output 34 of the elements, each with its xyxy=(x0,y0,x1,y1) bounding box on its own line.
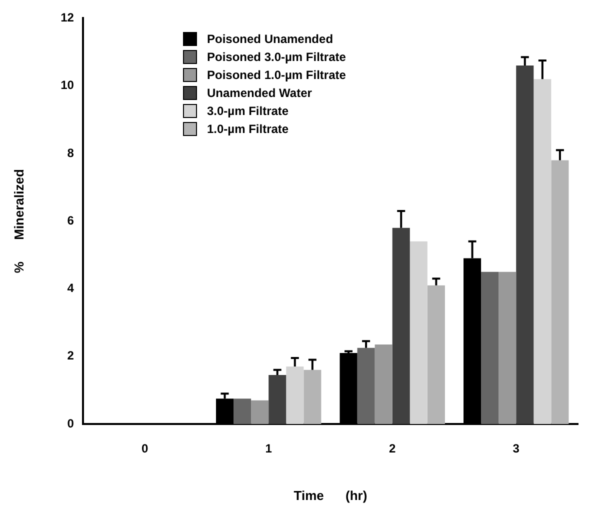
legend-label: Poisoned 3.0-µm Filtrate xyxy=(207,50,346,64)
bar xyxy=(498,272,516,424)
y-axis-title: % Mineralized xyxy=(11,169,26,274)
legend-label: Poisoned 1.0-µm Filtrate xyxy=(207,68,346,82)
y-tick-label: 8 xyxy=(67,146,74,160)
bar xyxy=(374,344,392,424)
x-tick-label: 3 xyxy=(512,442,520,456)
y-tick-label: 0 xyxy=(67,416,74,430)
legend-label: 1.0-µm Filtrate xyxy=(207,122,289,136)
y-tick-label: 4 xyxy=(67,281,74,296)
bar xyxy=(304,370,322,424)
bar xyxy=(357,348,375,424)
legend-label: 3.0-µm Filtrate xyxy=(207,104,289,118)
bar xyxy=(392,228,410,424)
y-tick-label: 12 xyxy=(60,10,74,25)
x-tick-label: 1 xyxy=(265,442,272,456)
bar xyxy=(481,272,499,424)
legend-label: Unamended Water xyxy=(207,86,312,100)
bar xyxy=(427,285,445,424)
x-tick-label: 2 xyxy=(389,442,396,456)
y-tick-label: 6 xyxy=(67,213,74,228)
bar xyxy=(516,66,534,424)
bar xyxy=(534,79,552,424)
y-tick-label: 10 xyxy=(60,78,74,92)
bar xyxy=(410,241,428,424)
bar xyxy=(286,366,304,424)
bar xyxy=(251,400,269,424)
bar xyxy=(234,398,252,424)
legend-label: Poisoned Unamended xyxy=(207,32,334,46)
bar xyxy=(551,160,569,424)
y-tick-label: 2 xyxy=(67,348,74,363)
x-axis-title: Time (hr) xyxy=(294,488,368,503)
bar xyxy=(268,374,286,424)
x-tick-label: 0 xyxy=(141,442,148,456)
